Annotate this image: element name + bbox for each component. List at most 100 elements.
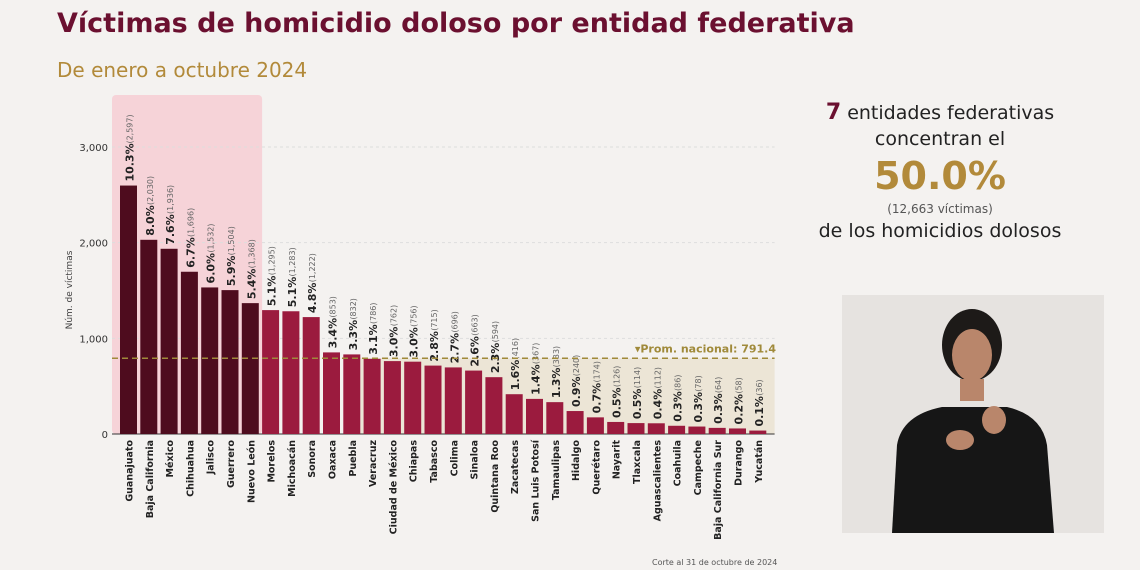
- bar-veracruz: [363, 358, 381, 434]
- value-label: (696): [450, 311, 459, 333]
- bar-chihuahua: [180, 271, 198, 434]
- value-label: (64): [714, 377, 723, 393]
- percent-label: 4.8%: [306, 283, 319, 314]
- percent-label: 0.4%: [651, 389, 664, 420]
- category-label: Tamaulipas: [551, 440, 562, 500]
- value-label: (715): [430, 309, 439, 331]
- percent-label: 3.1%: [367, 324, 380, 355]
- bar-sonora: [302, 317, 320, 434]
- category-label: Yucatán: [754, 440, 765, 484]
- value-label: (240): [572, 355, 581, 377]
- bar-nayarit: [607, 421, 625, 434]
- y-tick-label: 1,000: [79, 334, 108, 345]
- bar-tlaxcala: [627, 423, 645, 434]
- value-label: (58): [735, 377, 744, 393]
- percent-label: 3.0%: [408, 327, 421, 358]
- bar-nuevo-león: [241, 303, 259, 434]
- y-tick-label: 2,000: [79, 239, 108, 250]
- value-label: (786): [369, 302, 378, 324]
- category-label: Guerrero: [226, 440, 237, 489]
- percent-label: 5.4%: [245, 269, 258, 300]
- bar-morelos: [262, 310, 280, 434]
- value-label: (756): [410, 305, 419, 327]
- value-label: (2,030): [146, 176, 155, 205]
- value-label: (112): [653, 367, 662, 389]
- value-label: (416): [511, 338, 520, 360]
- category-label: Colima: [449, 440, 460, 476]
- page-subtitle: De enero a octubre 2024: [57, 58, 308, 82]
- value-label: (1,283): [288, 247, 297, 276]
- percent-label: 1.4%: [530, 364, 543, 395]
- value-label: (114): [633, 367, 642, 389]
- category-label: Tabasco: [429, 440, 440, 483]
- value-label: (853): [329, 296, 338, 318]
- value-label: (367): [532, 343, 541, 365]
- percent-label: 0.3%: [712, 393, 725, 424]
- category-label: Querétaro: [591, 440, 602, 495]
- y-axis-label: Núm. de víctimas: [65, 250, 75, 329]
- bar-tabasco: [424, 365, 442, 434]
- bar-tamaulipas: [546, 402, 564, 434]
- summary-percent: 50.0%: [874, 154, 1006, 198]
- category-label: Durango: [734, 440, 745, 486]
- category-label: Aguascalientes: [652, 440, 663, 522]
- page-title: Víctimas de homicidio doloso por entidad…: [57, 8, 855, 39]
- interpreter-icon: [842, 295, 1104, 533]
- category-label: Oaxaca: [328, 440, 339, 479]
- percent-label: 0.9%: [570, 377, 583, 408]
- category-label: Michoacán: [287, 440, 298, 497]
- value-label: (1,368): [247, 239, 256, 268]
- percent-label: 6.0%: [205, 253, 218, 284]
- bar-oaxaca: [323, 352, 340, 434]
- summary-line2: concentran el: [874, 128, 1006, 150]
- percent-label: 0.5%: [631, 389, 644, 420]
- percent-label: 5.1%: [266, 276, 279, 307]
- y-tick-label: 0: [102, 430, 108, 441]
- percent-label: 0.3%: [672, 391, 685, 422]
- bar-yucatán: [749, 430, 767, 434]
- value-label: (663): [471, 314, 480, 336]
- value-label: (1,504): [227, 226, 236, 255]
- bar-campeche: [688, 426, 706, 434]
- bar-colima: [444, 367, 462, 434]
- bar-ciudad-de-méxico: [383, 361, 401, 434]
- percent-label: 6.7%: [184, 237, 197, 268]
- category-label: Sonora: [307, 440, 318, 478]
- percent-label: 8.0%: [144, 205, 157, 236]
- category-label: Chiapas: [409, 440, 420, 483]
- category-label: Veracruz: [368, 440, 379, 487]
- summary-panel: 7 entidades federativas concentran el 50…: [790, 100, 1090, 244]
- bar-baja-california: [140, 239, 158, 434]
- summary-line3: de los homicidios dolosos: [818, 220, 1062, 242]
- bar-durango: [729, 428, 746, 434]
- bar-méxico: [160, 248, 178, 434]
- category-label: Jalisco: [206, 440, 217, 476]
- percent-label: 2.6%: [469, 336, 482, 367]
- category-label: Coahuila: [673, 440, 684, 486]
- value-label: (36): [755, 379, 764, 395]
- category-label: San Luis Potosí: [531, 439, 542, 522]
- percent-label: 1.3%: [550, 368, 563, 399]
- value-label: (86): [674, 375, 683, 391]
- percent-label: 1.6%: [509, 360, 522, 391]
- summary-victims: (12,663 víctimas): [887, 202, 993, 216]
- category-label: Ciudad de México: [388, 440, 399, 535]
- bar-guerrero: [221, 290, 239, 434]
- category-label: Puebla: [348, 440, 359, 477]
- value-label: (1,295): [268, 246, 277, 275]
- value-label: (1,696): [186, 208, 195, 237]
- percent-label: 0.7%: [590, 383, 603, 414]
- category-label: Morelos: [267, 440, 278, 483]
- category-label: Sinaloa: [470, 440, 481, 479]
- bar-san-luis-potosí: [526, 398, 543, 434]
- summary-count: 7: [825, 100, 842, 125]
- footnote: Corte al 31 de octubre de 2024: [652, 558, 778, 567]
- bar-querétaro: [586, 417, 604, 434]
- category-label: Campeche: [693, 440, 704, 495]
- category-label: Nuevo León: [246, 440, 257, 503]
- category-label: Baja California: [145, 440, 156, 518]
- bar-coahuila: [668, 425, 686, 434]
- average-label: ▾Prom. nacional: 791.4: [635, 342, 777, 355]
- value-label: (2,597): [126, 114, 135, 143]
